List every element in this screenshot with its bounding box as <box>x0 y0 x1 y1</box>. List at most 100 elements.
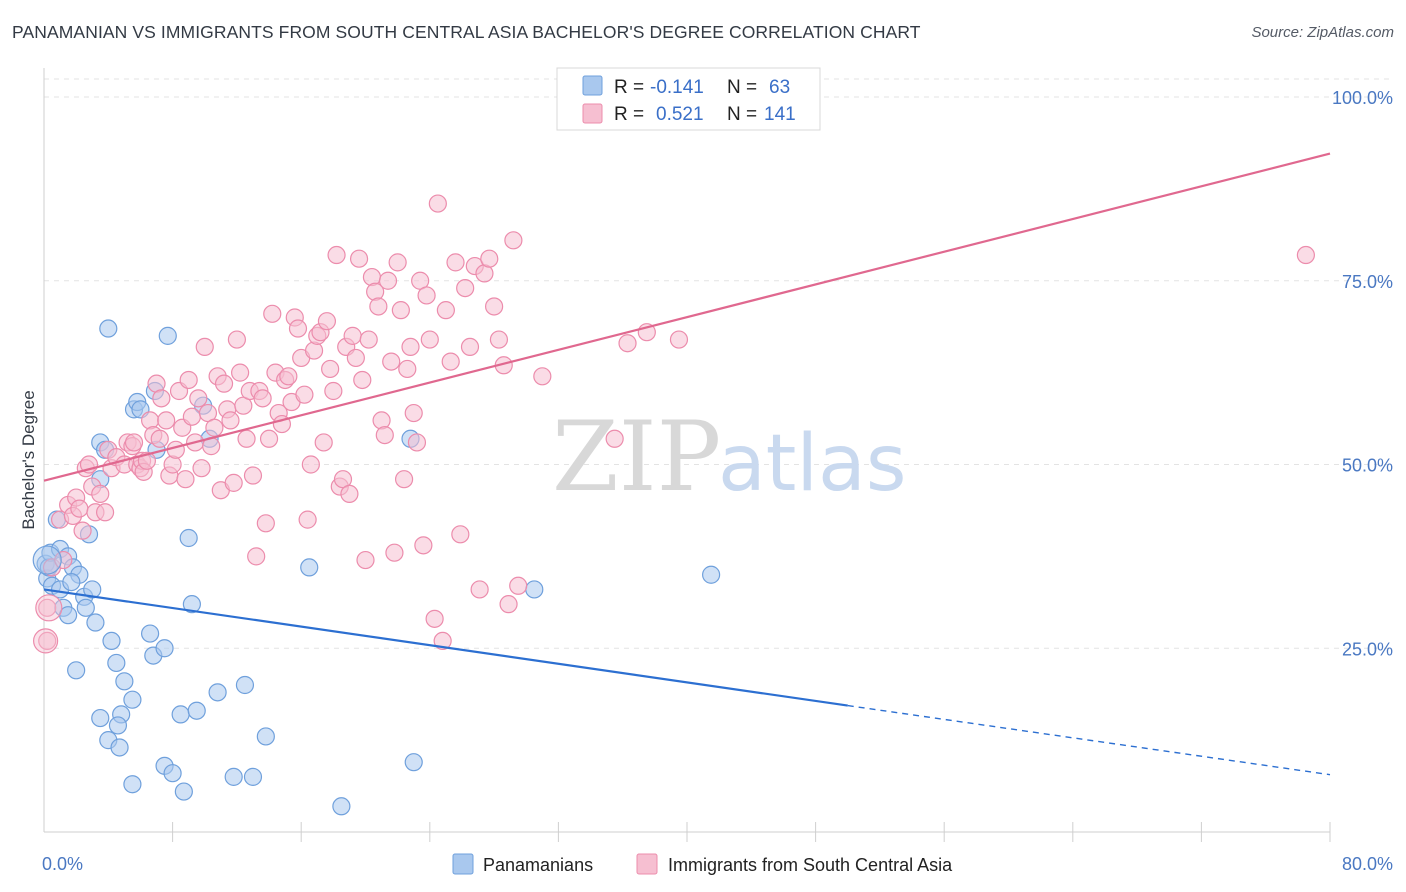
point-immigrant <box>91 484 110 503</box>
point-immigrant <box>401 337 420 356</box>
point-panamanian <box>102 631 121 651</box>
point-immigrant <box>391 301 410 320</box>
point-immigrant <box>301 455 320 474</box>
point-immigrant <box>425 609 444 628</box>
point-immigrant <box>295 385 314 404</box>
point-panamanian <box>62 572 81 592</box>
stats-legend: R = -0.141 N = 63 R = 0.521 N = 141 <box>556 67 821 131</box>
point-immigrant-large <box>33 628 59 654</box>
point-immigrant <box>205 418 224 437</box>
x-tick-label: 80.0% <box>1342 854 1393 874</box>
point-panamanian <box>107 653 126 673</box>
x-tick-label: 0.0% <box>42 854 83 874</box>
point-panamanian <box>91 708 110 728</box>
point-panamanian <box>404 753 423 772</box>
point-immigrant <box>343 326 362 345</box>
point-panamanian <box>115 672 134 691</box>
point-immigrant <box>157 411 176 430</box>
point-immigrant <box>509 576 528 595</box>
point-immigrant <box>1296 245 1315 265</box>
point-immigrant <box>436 301 455 320</box>
series-legend-label-immigrants: Immigrants from South Central Asia <box>668 855 953 875</box>
point-immigrant <box>385 543 404 562</box>
point-immigrant <box>140 411 160 430</box>
chart-title: PANAMANIAN VS IMMIGRANTS FROM SOUTH CENT… <box>12 22 921 42</box>
point-immigrant <box>321 359 340 379</box>
y-axis-title: Bachelor's Degree <box>19 390 38 529</box>
point-immigrant <box>259 429 279 448</box>
point-immigrant <box>327 245 346 265</box>
legend-n-value-2: 141 <box>764 104 796 125</box>
point-immigrant <box>253 389 272 408</box>
point-immigrant <box>362 267 382 287</box>
point-immigrant <box>417 286 436 305</box>
point-immigrant <box>243 466 263 485</box>
point-panamanian <box>300 558 319 577</box>
grid-lines <box>44 78 1392 649</box>
point-immigrant <box>317 312 337 331</box>
point-immigrant <box>359 330 378 349</box>
source-credit: Source: ZipAtlas.com <box>1251 24 1394 41</box>
point-immigrant <box>349 249 369 268</box>
point-immigrant <box>221 411 240 430</box>
point-immigrant <box>420 330 439 349</box>
y-tick-label: 100.0% <box>1332 88 1393 108</box>
point-immigrant <box>227 330 246 349</box>
point-immigrant <box>214 374 234 393</box>
point-immigrant <box>38 631 57 651</box>
legend-r-label-2: R = <box>614 104 644 125</box>
point-panamanian <box>123 775 142 794</box>
point-immigrant <box>288 319 308 338</box>
point-immigrant <box>433 631 452 651</box>
point-immigrant <box>346 348 365 368</box>
legend-n-label-2: N = <box>727 104 757 125</box>
point-panamanian <box>171 705 190 724</box>
legend-swatch-pink <box>582 103 603 124</box>
point-panamanian <box>86 613 105 632</box>
point-immigrant <box>70 499 89 518</box>
point-panamanian <box>702 565 721 584</box>
point-panamanian <box>174 782 193 801</box>
point-immigrant <box>324 381 343 401</box>
point-panamanian <box>525 580 544 599</box>
point-immigrant <box>388 253 407 272</box>
point-immigrant <box>73 521 92 540</box>
point-panamanian <box>108 716 128 735</box>
point-immigrant <box>179 370 198 390</box>
point-immigrant <box>353 370 372 390</box>
point-panamanian-large <box>32 545 62 575</box>
point-immigrant <box>446 253 465 272</box>
point-immigrant <box>378 271 398 290</box>
y-tick-label: 50.0% <box>1342 456 1393 476</box>
point-panamanian <box>235 675 255 695</box>
point-immigrant <box>404 403 423 423</box>
point-panamanian <box>83 580 102 599</box>
point-panamanian <box>256 727 275 746</box>
point-panamanian <box>140 624 160 643</box>
point-immigrant <box>605 429 624 448</box>
point-panamanian <box>208 683 227 702</box>
point-immigrant <box>279 367 298 386</box>
legend-n-value-1: 63 <box>769 77 790 98</box>
trend-line-panamanians-extension <box>847 704 1331 776</box>
point-immigrant <box>54 550 73 570</box>
point-immigrant <box>95 503 115 522</box>
point-immigrant-large <box>35 594 63 622</box>
point-immigrant <box>618 334 637 353</box>
point-immigrant <box>669 330 689 349</box>
point-immigrant <box>480 249 499 268</box>
point-immigrant <box>398 359 417 379</box>
series-legend-swatch-pink <box>636 853 658 875</box>
point-panamanian <box>67 661 86 680</box>
point-immigrant <box>237 429 256 448</box>
point-immigrant <box>150 429 169 448</box>
y-tick-label: 25.0% <box>1342 639 1393 659</box>
trend-line-panamanians <box>43 588 848 707</box>
watermark-atlas: atlas <box>718 419 907 509</box>
point-panamanian <box>76 598 95 617</box>
point-immigrant <box>152 389 171 408</box>
point-immigrant <box>382 352 401 371</box>
axes: 25.0% 50.0% 75.0% 100.0% 0.0% 80.0% <box>42 68 1393 874</box>
point-immigrant <box>456 279 475 298</box>
